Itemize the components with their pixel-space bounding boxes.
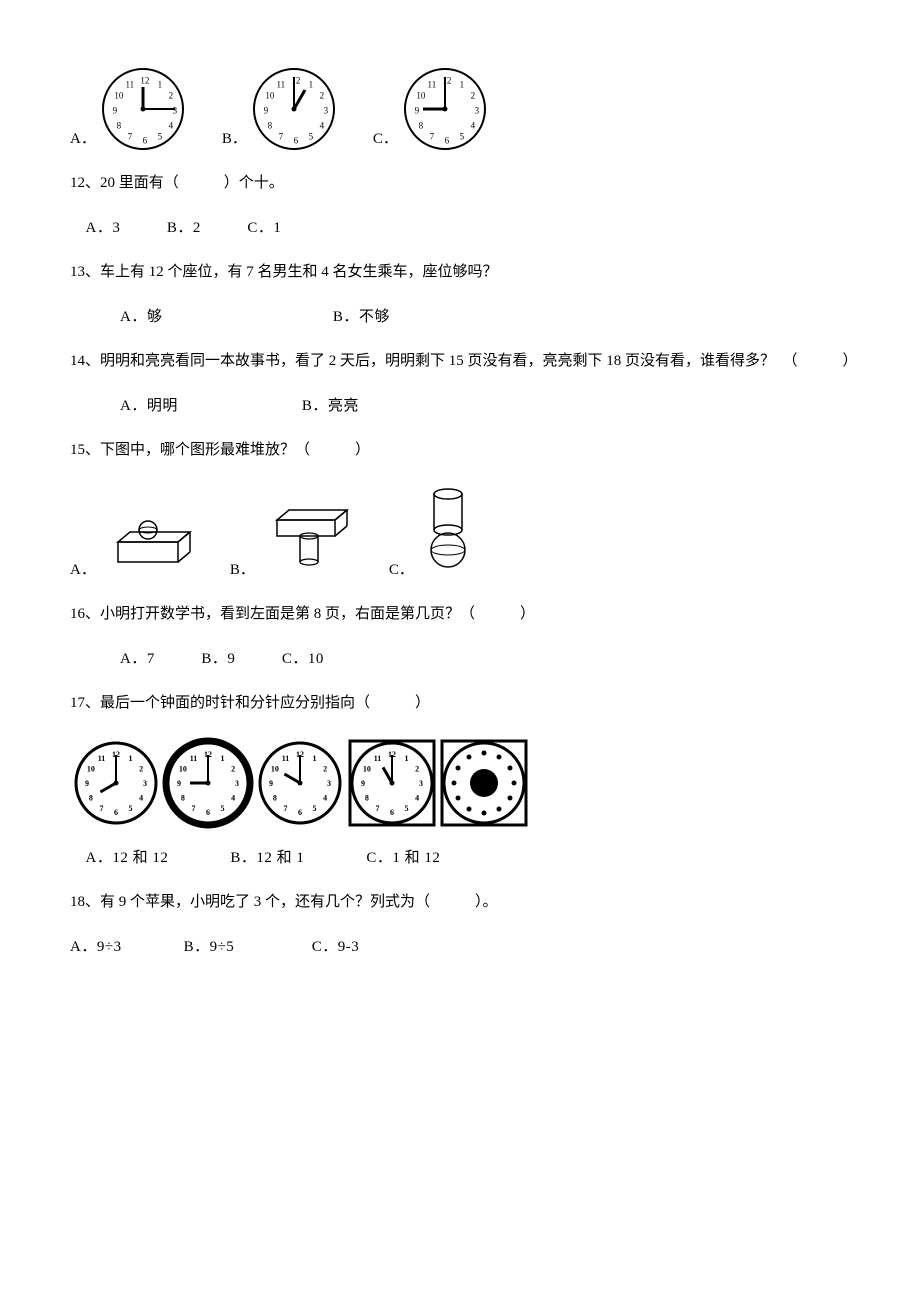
option-label: B．	[222, 128, 247, 151]
clock-icon: 123456789101112	[70, 737, 162, 829]
clock-icon	[438, 737, 530, 829]
clock-c: 123456789101112	[404, 68, 486, 150]
svg-text:7: 7	[100, 804, 104, 813]
clock-icon: 123456789101112	[254, 737, 346, 829]
clock-b: 123456789101112	[253, 68, 335, 150]
svg-text:9: 9	[269, 779, 273, 788]
svg-text:4: 4	[323, 793, 327, 802]
svg-text:4: 4	[415, 793, 419, 802]
svg-text:4: 4	[231, 793, 235, 802]
svg-text:6: 6	[298, 808, 302, 817]
svg-text:8: 8	[365, 793, 369, 802]
q13-options: A．够 B．不够	[70, 306, 860, 329]
svg-text:10: 10	[179, 764, 187, 773]
svg-text:5: 5	[129, 804, 133, 813]
cylinder-on-sphere-icon	[418, 484, 478, 582]
svg-text:7: 7	[376, 804, 380, 813]
q15-option-c: C．	[389, 484, 478, 582]
svg-text:11: 11	[98, 753, 106, 762]
svg-text:8: 8	[273, 793, 277, 802]
q15-option-b: B．	[230, 494, 359, 582]
svg-text:1: 1	[405, 753, 409, 762]
q17-options: A．12 和 12 B．12 和 1 C．1 和 12	[70, 847, 860, 870]
svg-text:3: 3	[327, 779, 331, 788]
svg-text:1: 1	[129, 753, 133, 762]
q17-clock: 123456789101112	[162, 737, 254, 829]
svg-text:7: 7	[284, 804, 288, 813]
q14-text: 14、明明和亮亮看同一本故事书，看了 2 天后，明明剩下 15 页没有看，亮亮剩…	[70, 350, 860, 373]
option-label: A．	[70, 128, 96, 151]
q16-options: A．7 B．9 C．10	[70, 648, 860, 671]
q14-options: A．明明 B．亮亮	[70, 395, 860, 418]
q16-text: 16、小明打开数学书，看到左面是第 8 页，右面是第几页？（ ）	[70, 603, 860, 626]
svg-text:2: 2	[139, 764, 143, 773]
option-label: A．	[70, 559, 96, 582]
svg-text:10: 10	[363, 764, 371, 773]
svg-text:8: 8	[181, 793, 185, 802]
clock-a: 123456789101112	[102, 68, 184, 150]
q12-text: 12、20 里面有（ ）个十。	[70, 172, 860, 195]
q15-shapes: A． B．	[70, 484, 860, 582]
box-on-cylinder-icon	[259, 494, 359, 582]
q17-clock	[438, 737, 530, 829]
q17-clocks-row: 1234567891011121234567891011121234567891…	[70, 737, 860, 829]
q17-clock: 123456789101112	[346, 737, 438, 829]
clock-icon: 123456789101112	[346, 737, 438, 829]
svg-text:5: 5	[405, 804, 409, 813]
svg-text:11: 11	[190, 753, 198, 762]
svg-text:9: 9	[85, 779, 89, 788]
option-label: C．	[373, 128, 398, 151]
svg-text:10: 10	[271, 764, 279, 773]
svg-text:2: 2	[323, 764, 327, 773]
clock-icon: 123456789101112	[162, 737, 254, 829]
svg-text:2: 2	[415, 764, 419, 773]
q11-option-c: C． 123456789101112	[373, 68, 486, 150]
option-label: C．	[389, 559, 414, 582]
svg-text:11: 11	[374, 753, 382, 762]
sphere-on-box-icon	[100, 504, 200, 582]
svg-text:5: 5	[313, 804, 317, 813]
q13-text: 13、车上有 12 个座位，有 7 名男生和 4 名女生乘车，座位够吗？	[70, 261, 860, 284]
svg-text:4: 4	[139, 793, 143, 802]
svg-text:9: 9	[177, 779, 181, 788]
svg-text:3: 3	[235, 779, 239, 788]
svg-text:10: 10	[87, 764, 95, 773]
q11-option-b: B． 123456789101112	[222, 68, 335, 150]
svg-text:11: 11	[282, 753, 290, 762]
svg-text:9: 9	[361, 779, 365, 788]
svg-text:6: 6	[114, 808, 118, 817]
q12-options: A．3 B．2 C．1	[70, 217, 860, 240]
q15-text: 15、下图中，哪个图形最难堆放？（ ）	[70, 439, 860, 462]
svg-text:3: 3	[143, 779, 147, 788]
q17-text: 17、最后一个钟面的时针和分针应分别指向（ ）	[70, 692, 860, 715]
svg-text:8: 8	[89, 793, 93, 802]
q11-clock-options: A． 123456789101112 B． 123456789101112 C．…	[70, 68, 860, 150]
q17-clock: 123456789101112	[254, 737, 346, 829]
svg-text:1: 1	[313, 753, 317, 762]
q11-option-a: A． 123456789101112	[70, 68, 184, 150]
svg-text:6: 6	[390, 808, 394, 817]
q17-clock: 123456789101112	[70, 737, 162, 829]
option-label: B．	[230, 559, 255, 582]
q18-options: A．9÷3 B．9÷5 C．9-3	[70, 936, 860, 959]
svg-text:6: 6	[206, 808, 210, 817]
q15-option-a: A．	[70, 504, 200, 582]
svg-text:2: 2	[231, 764, 235, 773]
svg-text:5: 5	[221, 804, 225, 813]
svg-text:1: 1	[221, 753, 225, 762]
q18-text: 18、有 9 个苹果，小明吃了 3 个，还有几个？列式为（ ）。	[70, 891, 860, 914]
svg-text:3: 3	[419, 779, 423, 788]
svg-text:7: 7	[192, 804, 196, 813]
